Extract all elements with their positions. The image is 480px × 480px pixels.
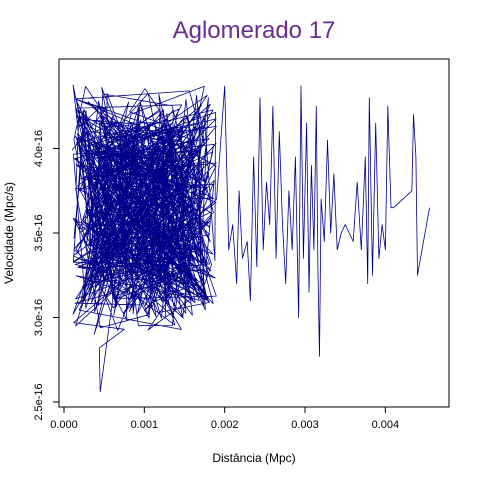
- x-tick-label: 0.004: [372, 419, 400, 431]
- x-tick-label: 0.001: [131, 419, 159, 431]
- x-tick-label: 0.000: [50, 419, 78, 431]
- y-tick-label: 2.5e-16: [33, 383, 45, 420]
- y-tick-label: 4.0e-16: [33, 130, 45, 167]
- y-tick-label: 3.5e-16: [33, 214, 45, 251]
- series-layer: [71, 84, 430, 393]
- x-tick-label: 0.003: [291, 419, 319, 431]
- chart-title: Aglomerado 17: [173, 17, 336, 44]
- y-axis: 2.5e-16 3.0e-16 3.5e-16 4.0e-16: [33, 130, 60, 421]
- y-tick-label: 3.0e-16: [33, 299, 45, 336]
- series-line: [71, 84, 430, 393]
- y-axis-label: Velocidade (Mpc/s): [2, 182, 16, 284]
- x-axis-label: Distância (Mpc): [212, 451, 295, 465]
- x-tick-label: 0.002: [211, 419, 239, 431]
- x-axis: 0.000 0.001 0.002 0.003 0.004: [50, 406, 400, 431]
